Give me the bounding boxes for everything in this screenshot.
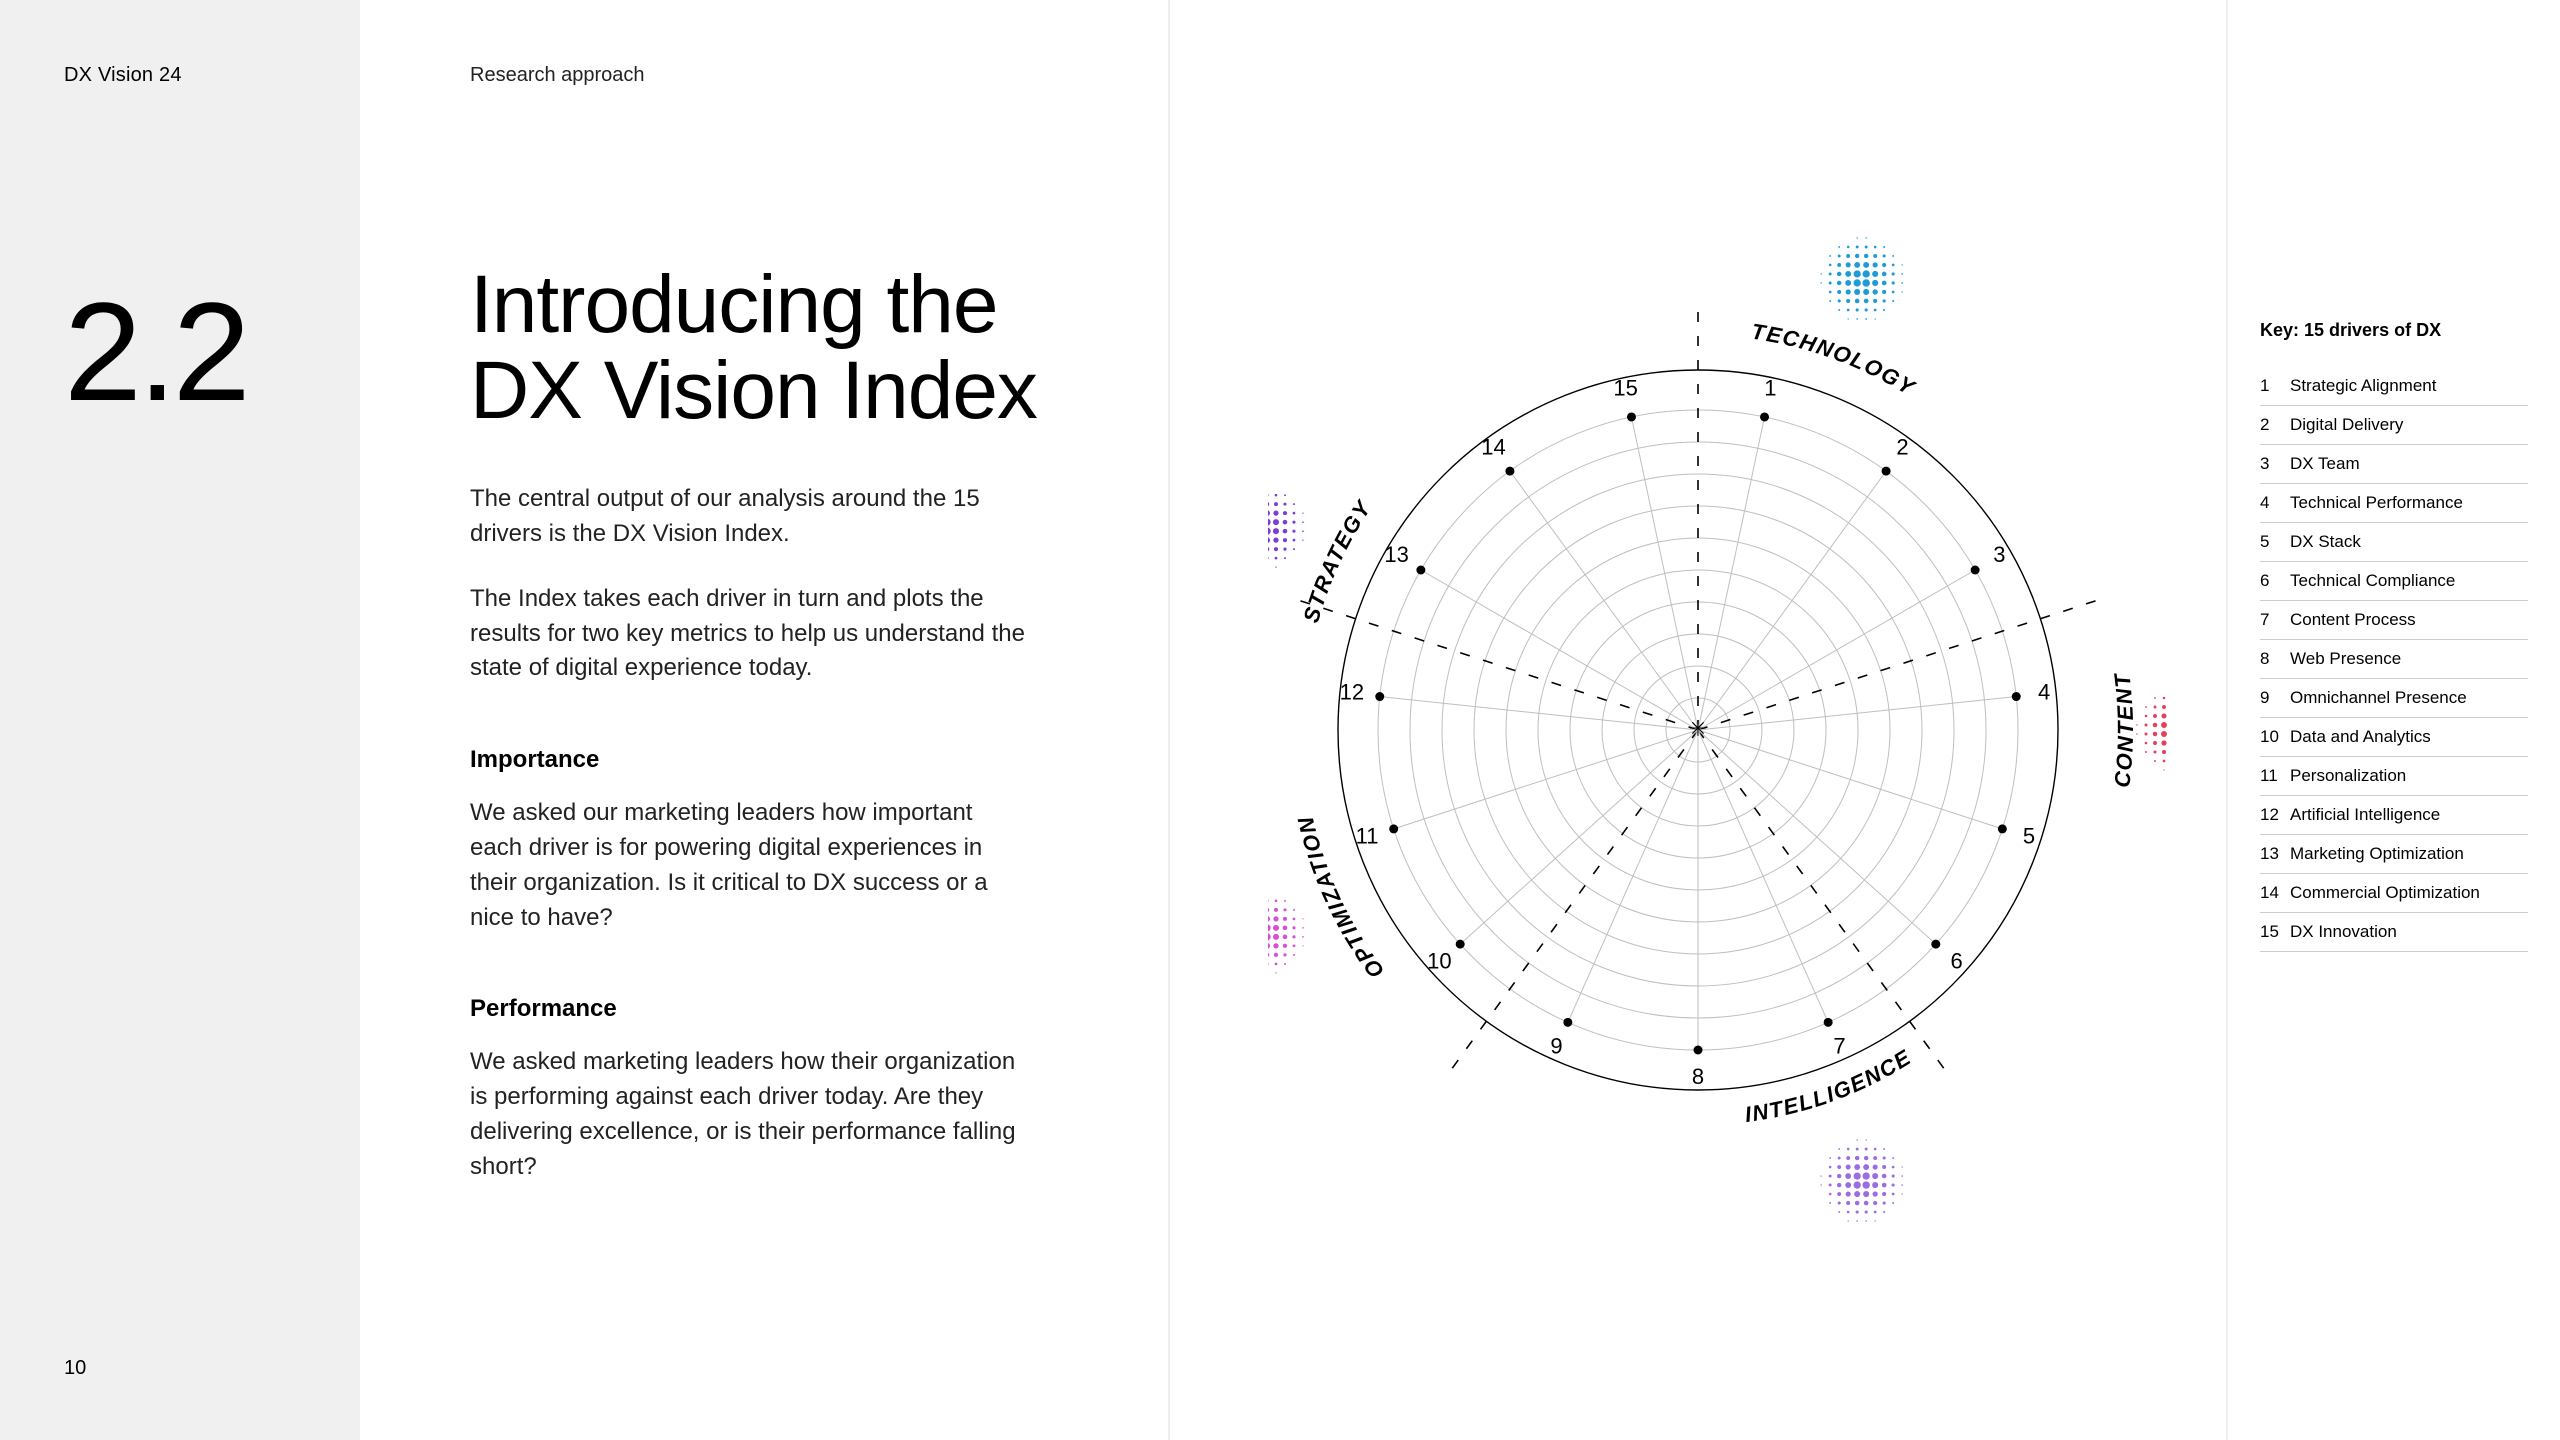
key-label: Omnichannel Presence (2290, 688, 2528, 708)
key-title: Key: 15 drivers of DX (2260, 320, 2528, 341)
key-row: 13Marketing Optimization (2260, 835, 2528, 874)
svg-text:4: 4 (2038, 679, 2050, 704)
page: DX Vision 24 2.2 10 Research approach In… (0, 0, 2560, 1440)
subhead-importance: Importance (470, 746, 1058, 774)
brand-name: DX Vision 24 (64, 64, 296, 87)
key-number: 15 (2260, 922, 2290, 942)
radial-chart-svg: 123456789101112131415✳STRATEGYTECHNOLOGY… (1268, 230, 2168, 1290)
eyebrow: Research approach (470, 64, 1058, 87)
section-number: 2.2 (64, 282, 296, 422)
svg-text:CONTENT: CONTENT (2109, 671, 2138, 789)
key-row: 3DX Team (2260, 445, 2528, 484)
key-number: 9 (2260, 688, 2290, 708)
key-row: 10Data and Analytics (2260, 718, 2528, 757)
intro-paragraph-1: The central output of our analysis aroun… (470, 482, 1030, 552)
key-label: Technical Performance (2290, 493, 2528, 513)
svg-text:5: 5 (2023, 823, 2035, 848)
key-row: 4Technical Performance (2260, 484, 2528, 523)
page-title: Introducing the DX Vision Index (470, 262, 1058, 434)
key-row: 7Content Process (2260, 601, 2528, 640)
key-label: DX Stack (2290, 532, 2528, 552)
main-column: Research approach Introducing the DX Vis… (360, 0, 1170, 1440)
svg-text:INTELLIGENCE: INTELLIGENCE (1743, 1044, 1916, 1127)
key-label: Content Process (2290, 610, 2528, 630)
key-list: 1Strategic Alignment2Digital Delivery3DX… (2260, 367, 2528, 952)
intro-paragraph-2: The Index takes each driver in turn and … (470, 582, 1030, 686)
svg-text:✳: ✳ (1689, 716, 1707, 741)
key-row: 12Artificial Intelligence (2260, 796, 2528, 835)
key-number: 3 (2260, 454, 2290, 474)
key-row: 14Commercial Optimization (2260, 874, 2528, 913)
key-label: Digital Delivery (2290, 415, 2528, 435)
key-number: 14 (2260, 883, 2290, 903)
key-label: Strategic Alignment (2290, 376, 2528, 396)
svg-text:14: 14 (1481, 434, 1505, 459)
key-column: Key: 15 drivers of DX 1Strategic Alignme… (2228, 0, 2560, 1440)
svg-text:12: 12 (1340, 679, 1364, 704)
key-row: 6Technical Compliance (2260, 562, 2528, 601)
svg-text:10: 10 (1427, 949, 1451, 974)
sidebar-left: DX Vision 24 2.2 10 (0, 0, 360, 1440)
svg-text:3: 3 (1993, 542, 2005, 567)
key-number: 8 (2260, 649, 2290, 669)
key-number: 13 (2260, 844, 2290, 864)
radial-chart: 123456789101112131415✳STRATEGYTECHNOLOGY… (1188, 170, 2208, 1270)
key-label: Artificial Intelligence (2290, 805, 2528, 825)
key-row: 15DX Innovation (2260, 913, 2528, 952)
key-label: DX Team (2290, 454, 2528, 474)
key-number: 1 (2260, 376, 2290, 396)
svg-text:7: 7 (1833, 1034, 1845, 1059)
chart-column: 123456789101112131415✳STRATEGYTECHNOLOGY… (1170, 0, 2228, 1440)
key-row: 11Personalization (2260, 757, 2528, 796)
subhead-performance: Performance (470, 995, 1058, 1023)
key-number: 4 (2260, 493, 2290, 513)
key-label: Personalization (2290, 766, 2528, 786)
key-number: 11 (2260, 766, 2290, 786)
svg-text:2: 2 (1896, 434, 1908, 459)
key-label: DX Innovation (2290, 922, 2528, 942)
svg-text:STRATEGY: STRATEGY (1298, 495, 1377, 626)
key-number: 10 (2260, 727, 2290, 747)
key-label: Commercial Optimization (2290, 883, 2528, 903)
svg-text:9: 9 (1550, 1034, 1562, 1059)
key-label: Marketing Optimization (2290, 844, 2528, 864)
key-label: Data and Analytics (2290, 727, 2528, 747)
svg-text:1: 1 (1764, 375, 1776, 400)
key-number: 7 (2260, 610, 2290, 630)
key-row: 5DX Stack (2260, 523, 2528, 562)
svg-text:11: 11 (1356, 823, 1379, 848)
svg-text:8: 8 (1692, 1064, 1704, 1089)
performance-body: We asked marketing leaders how their org… (470, 1045, 1030, 1184)
key-label: Web Presence (2290, 649, 2528, 669)
svg-text:15: 15 (1613, 375, 1637, 400)
key-row: 8Web Presence (2260, 640, 2528, 679)
svg-text:13: 13 (1384, 542, 1408, 567)
importance-body: We asked our marketing leaders how impor… (470, 796, 1030, 935)
key-row: 2Digital Delivery (2260, 406, 2528, 445)
page-number: 10 (64, 1357, 86, 1380)
key-number: 6 (2260, 571, 2290, 591)
svg-text:6: 6 (1950, 949, 1962, 974)
key-number: 12 (2260, 805, 2290, 825)
key-number: 5 (2260, 532, 2290, 552)
key-row: 1Strategic Alignment (2260, 367, 2528, 406)
key-number: 2 (2260, 415, 2290, 435)
body-text: The central output of our analysis aroun… (470, 482, 1058, 1184)
key-row: 9Omnichannel Presence (2260, 679, 2528, 718)
key-label: Technical Compliance (2290, 571, 2528, 591)
